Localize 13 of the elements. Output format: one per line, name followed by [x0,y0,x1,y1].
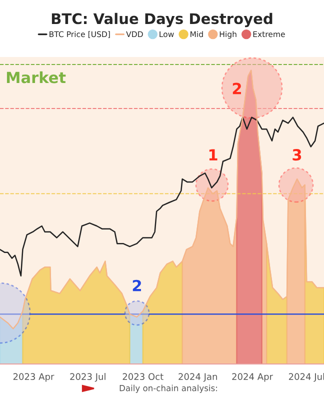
annotation: 3 [292,149,302,161]
ref-line-label: Market [6,71,66,84]
text: Daily on-chain analysis: [120,384,217,393]
x-tick-label: 2023 Oct [122,373,164,380]
chart-title: BTC: Value Days Destroyed [52,12,272,28]
x-tick-label: 2024 Jul [288,373,324,382]
annotation: 2 [232,82,241,94]
annotation: 1 [209,149,218,160]
annotation: 2 [132,280,141,292]
x-tick-label: 2024 Apr [232,373,273,382]
x-tick-label: 2023 Apr [13,373,54,382]
x-tick-label: 2024 Jan [178,373,217,382]
x-tick-label: 2023 Jul [70,373,106,382]
